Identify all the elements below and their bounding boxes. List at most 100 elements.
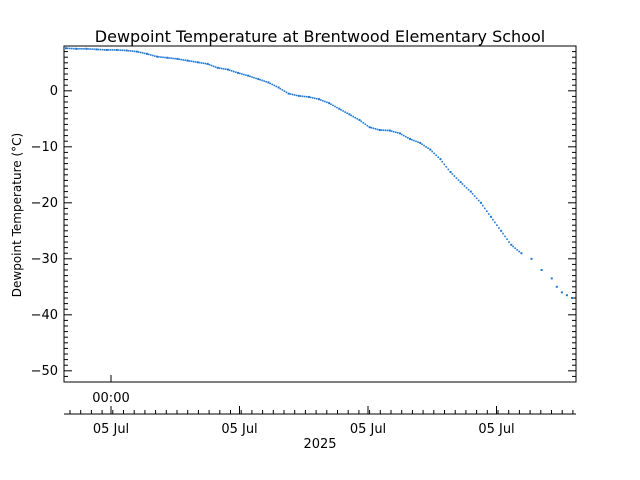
data-point: [368, 126, 371, 129]
data-point: [85, 47, 88, 50]
data-point: [313, 97, 316, 100]
data-point: [287, 92, 290, 95]
data-point: [431, 150, 433, 153]
data-point: [107, 49, 110, 51]
data-point: [471, 193, 474, 195]
data-point: [354, 116, 357, 119]
data-point: [413, 139, 415, 142]
data-point: [453, 175, 456, 177]
data-point: [67, 47, 69, 50]
data-point: [382, 129, 385, 132]
data-point: [141, 52, 144, 54]
data-point: [222, 68, 225, 70]
data-point: [73, 47, 75, 50]
data-point: [297, 94, 300, 97]
data-point: [255, 77, 257, 80]
data-point: [512, 245, 514, 248]
y-tick-label: 0: [50, 84, 58, 99]
data-point: [137, 51, 140, 53]
data-point: [407, 137, 409, 139]
data-point: [263, 80, 265, 82]
data-point: [127, 49, 130, 52]
data-point: [81, 48, 83, 50]
data-point: [465, 186, 468, 189]
data-point: [245, 74, 247, 76]
data-point: [172, 57, 174, 60]
data-point: [483, 207, 486, 210]
x-axis: 05 Jul 05 Jul 05 Jul 05 Jul: [69, 375, 574, 437]
data-point: [366, 124, 369, 127]
data-point: [226, 68, 229, 71]
data-point: [212, 65, 215, 68]
data-point: [423, 144, 425, 147]
data-point: [445, 166, 448, 168]
data-point: [186, 59, 189, 62]
data-point: [479, 201, 482, 204]
data-point: [459, 181, 462, 184]
data-point: [463, 185, 466, 187]
data-point: [530, 257, 533, 260]
data-point: [65, 47, 67, 50]
y-axis: 0 −10 −20 −30 −40 −50: [31, 45, 576, 383]
data-point: [91, 48, 93, 50]
data-point: [170, 57, 172, 60]
data-point: [109, 49, 112, 51]
data-point: [518, 250, 520, 253]
data-point: [87, 48, 89, 50]
data-point: [241, 73, 243, 75]
data-point: [394, 131, 397, 134]
data-point: [500, 229, 503, 232]
data-point: [415, 140, 417, 143]
data-point: [117, 49, 120, 51]
data-point: [388, 129, 391, 132]
data-point: [269, 82, 272, 85]
data-point: [119, 49, 122, 51]
data-point: [305, 95, 308, 98]
data-point: [451, 173, 454, 175]
data-point: [492, 218, 494, 221]
data-point: [95, 48, 98, 51]
data-point: [261, 79, 263, 82]
data-point: [208, 63, 211, 66]
data-point: [150, 54, 152, 56]
x-tick-label: 05 Jul: [478, 422, 514, 437]
data-point: [469, 190, 472, 193]
data-point: [386, 129, 389, 132]
data-point: [131, 50, 134, 52]
data-point: [176, 57, 179, 60]
data-point: [216, 66, 219, 69]
data-point: [103, 49, 106, 51]
data-point: [251, 76, 253, 78]
data-point: [336, 106, 338, 109]
data-point: [565, 294, 568, 297]
data-point: [481, 204, 484, 207]
data-point: [356, 118, 359, 120]
data-point: [174, 57, 176, 60]
data-point: [291, 93, 294, 96]
y-tick-label: −10: [31, 140, 58, 155]
data-point: [178, 58, 180, 61]
data-point: [437, 156, 440, 159]
data-point: [334, 105, 336, 108]
data-point: [506, 238, 508, 240]
data-point: [498, 227, 500, 229]
chart-title: Dewpoint Temperature at Brentwood Elemen…: [95, 27, 545, 46]
data-point: [230, 70, 233, 72]
data-point: [403, 134, 405, 137]
data-point: [384, 129, 387, 132]
data-point: [417, 141, 419, 143]
data-point: [204, 62, 207, 65]
data-point: [277, 86, 280, 89]
data-point: [467, 188, 470, 191]
x-tick-label: 05 Jul: [350, 422, 386, 437]
time-label: 00:00: [92, 391, 129, 406]
data-point: [307, 95, 310, 98]
data-point: [560, 291, 563, 294]
data-point: [370, 126, 373, 129]
data-point: [295, 94, 298, 97]
data-point: [328, 102, 331, 105]
y-tick-label: −40: [31, 308, 58, 323]
data-point: [400, 133, 403, 136]
data-point: [253, 76, 255, 79]
y-axis-label: Dewpoint Temperature (°C): [10, 133, 24, 297]
